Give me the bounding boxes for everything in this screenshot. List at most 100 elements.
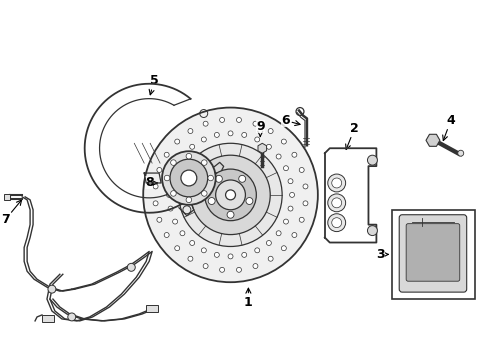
Circle shape xyxy=(203,121,208,126)
Circle shape xyxy=(214,252,219,257)
Circle shape xyxy=(153,184,158,189)
Circle shape xyxy=(157,167,162,172)
Circle shape xyxy=(186,197,191,203)
Circle shape xyxy=(241,132,246,138)
Circle shape xyxy=(226,211,234,218)
Circle shape xyxy=(186,153,191,159)
Circle shape xyxy=(214,132,219,138)
Circle shape xyxy=(266,240,271,246)
Circle shape xyxy=(162,151,215,205)
Circle shape xyxy=(170,160,176,165)
Circle shape xyxy=(181,170,196,186)
Circle shape xyxy=(331,218,341,228)
Circle shape xyxy=(276,231,281,236)
Circle shape xyxy=(331,198,341,208)
Text: 4: 4 xyxy=(442,114,454,140)
Circle shape xyxy=(174,246,179,251)
Circle shape xyxy=(201,248,206,253)
Circle shape xyxy=(168,179,173,184)
Circle shape xyxy=(227,131,233,136)
Circle shape xyxy=(172,166,177,171)
Circle shape xyxy=(457,150,463,156)
Circle shape xyxy=(289,192,294,197)
Circle shape xyxy=(187,256,192,261)
Circle shape xyxy=(236,117,241,122)
Circle shape xyxy=(299,217,304,222)
Circle shape xyxy=(190,155,270,235)
Circle shape xyxy=(68,313,76,321)
Circle shape xyxy=(291,233,296,238)
Circle shape xyxy=(245,198,252,204)
Circle shape xyxy=(172,219,177,224)
Circle shape xyxy=(366,226,377,235)
Circle shape xyxy=(327,214,345,231)
Circle shape xyxy=(166,192,171,197)
Circle shape xyxy=(281,246,286,251)
Circle shape xyxy=(291,152,296,157)
Circle shape xyxy=(252,121,257,126)
Circle shape xyxy=(281,139,286,144)
Circle shape xyxy=(287,206,292,211)
Circle shape xyxy=(327,194,345,212)
Circle shape xyxy=(179,143,282,247)
Circle shape xyxy=(203,264,208,269)
Circle shape xyxy=(303,184,307,189)
Circle shape xyxy=(164,233,169,238)
Circle shape xyxy=(180,231,184,236)
Circle shape xyxy=(219,117,224,122)
Circle shape xyxy=(187,129,192,134)
Text: 3: 3 xyxy=(375,248,387,261)
Circle shape xyxy=(189,240,194,246)
Circle shape xyxy=(266,144,271,149)
Circle shape xyxy=(287,179,292,184)
Circle shape xyxy=(201,191,206,196)
Circle shape xyxy=(252,264,257,269)
Circle shape xyxy=(164,152,169,157)
Circle shape xyxy=(204,169,256,221)
Text: 9: 9 xyxy=(255,120,264,136)
Circle shape xyxy=(254,248,259,253)
Circle shape xyxy=(331,178,341,188)
Circle shape xyxy=(208,198,215,204)
Circle shape xyxy=(127,264,135,271)
Circle shape xyxy=(227,254,233,259)
Circle shape xyxy=(276,154,281,159)
Circle shape xyxy=(267,129,273,134)
Circle shape xyxy=(238,175,245,182)
Bar xyxy=(4,194,10,200)
Circle shape xyxy=(164,175,169,181)
Circle shape xyxy=(153,201,158,206)
Text: 1: 1 xyxy=(244,288,252,309)
Circle shape xyxy=(48,285,56,293)
Circle shape xyxy=(299,167,304,172)
Text: 7: 7 xyxy=(1,200,21,226)
Circle shape xyxy=(180,154,184,159)
Circle shape xyxy=(201,137,206,142)
Circle shape xyxy=(303,201,307,206)
Circle shape xyxy=(327,174,345,192)
Circle shape xyxy=(254,137,259,142)
Text: 2: 2 xyxy=(345,122,358,149)
FancyBboxPatch shape xyxy=(406,224,459,281)
Circle shape xyxy=(168,206,173,211)
Circle shape xyxy=(236,267,241,272)
FancyBboxPatch shape xyxy=(398,215,466,292)
Circle shape xyxy=(241,252,246,257)
Circle shape xyxy=(170,191,176,196)
Circle shape xyxy=(219,267,224,272)
Bar xyxy=(146,305,158,312)
Circle shape xyxy=(283,166,288,171)
Bar xyxy=(42,315,54,322)
Circle shape xyxy=(143,108,317,282)
Circle shape xyxy=(201,160,206,165)
Text: 5: 5 xyxy=(149,74,158,95)
Circle shape xyxy=(174,139,179,144)
Text: 6: 6 xyxy=(280,114,300,127)
Circle shape xyxy=(189,144,194,149)
Circle shape xyxy=(366,155,377,165)
Circle shape xyxy=(215,180,245,210)
Circle shape xyxy=(283,219,288,224)
Circle shape xyxy=(207,175,213,181)
Circle shape xyxy=(225,190,235,200)
Bar xyxy=(391,210,474,299)
